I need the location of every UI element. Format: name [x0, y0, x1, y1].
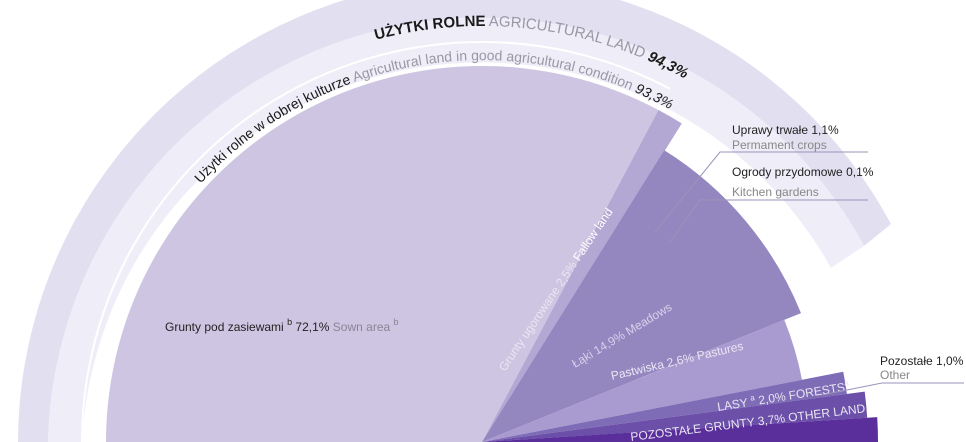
callout-line-other	[821, 382, 964, 396]
kitchen-name-en: Kitchen gardens	[732, 185, 819, 199]
forests-sup-en: a	[844, 378, 850, 388]
kitchen-value: 0,1%	[846, 165, 874, 179]
forests-value: 2,0%	[757, 389, 787, 407]
permanent-label-pl: Uprawy trwałe 1,1%	[732, 123, 839, 137]
wedge-sown-area	[106, 65, 659, 442]
other-agri-name-en: Other	[880, 368, 910, 382]
sown-rim	[81, 40, 671, 442]
callout-line-permanent	[654, 151, 868, 233]
other-land-value: 3,7%	[757, 411, 786, 428]
permanent-name-pl: Uprawy trwałe	[732, 123, 808, 137]
other-agri-name-pl: Pozostałe	[880, 354, 933, 368]
sown-name-en: Sown area	[333, 320, 391, 334]
sown-value: 72,1%	[295, 320, 329, 334]
permanent-value: 1,1%	[811, 123, 839, 137]
wedge-pastures	[482, 319, 802, 442]
callout-line-kitchen	[669, 199, 868, 243]
wedge-permanent-crops	[482, 371, 847, 442]
wedge-meadows	[482, 150, 801, 442]
other-agri-label-pl: Pozostałe 1,0%	[880, 354, 964, 368]
wedge-forests	[482, 391, 868, 442]
sown-label: Grunty pod zasiewami b 72,1% Sown area b	[165, 317, 399, 334]
kitchen-label-pl: Ogrody przydomowe 0,1%	[732, 165, 874, 179]
sown-name-pl: Grunty pod zasiewami	[165, 320, 284, 334]
forests-name-pl: LASY	[716, 395, 748, 414]
sown-sup-pl: b	[287, 317, 292, 327]
other-agri-value: 1,0%	[936, 354, 964, 368]
wedges-group	[81, 40, 878, 442]
pastures-value: 2,6%	[665, 350, 695, 370]
sown-sup-en: b	[394, 317, 399, 327]
permanent-name-en: Permament crops	[732, 138, 827, 152]
wedge-fallow-land	[482, 110, 682, 442]
middle-ring-good-condition	[48, 17, 864, 442]
wedge-other-land	[482, 417, 878, 442]
kitchen-name-pl: Ogrody przydomowe	[732, 165, 843, 179]
forests-sup-pl: a	[750, 393, 756, 403]
